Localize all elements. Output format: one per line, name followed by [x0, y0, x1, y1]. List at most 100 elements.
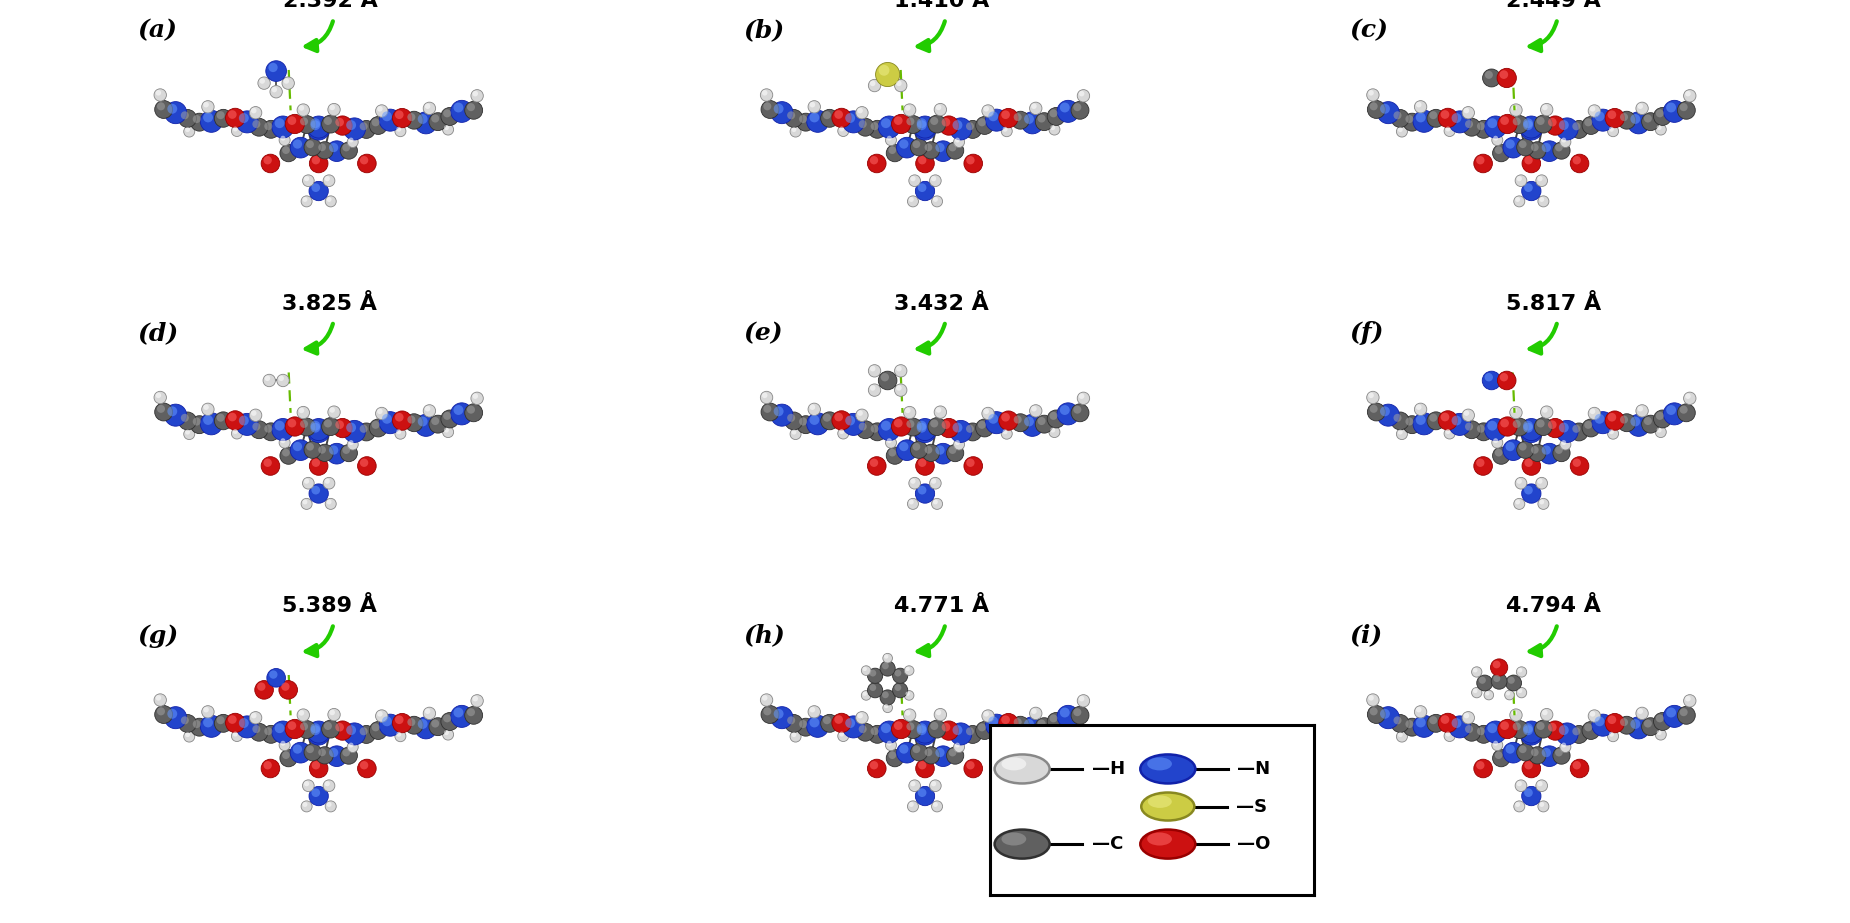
Circle shape	[1051, 427, 1054, 433]
Circle shape	[975, 116, 993, 135]
Circle shape	[279, 438, 290, 449]
Circle shape	[333, 418, 352, 438]
Circle shape	[1462, 106, 1474, 119]
Circle shape	[346, 120, 355, 130]
Circle shape	[303, 802, 307, 807]
Circle shape	[1685, 90, 1691, 96]
Circle shape	[840, 732, 844, 737]
Circle shape	[303, 780, 315, 792]
Circle shape	[348, 137, 359, 148]
Circle shape	[918, 156, 927, 164]
Circle shape	[910, 138, 927, 156]
Circle shape	[1541, 406, 1552, 418]
Circle shape	[982, 710, 993, 722]
Text: 1.410 Å: 1.410 Å	[894, 0, 990, 11]
Circle shape	[215, 714, 233, 732]
Circle shape	[905, 115, 921, 134]
Circle shape	[1528, 142, 1547, 159]
Circle shape	[1545, 116, 1565, 135]
Text: (b): (b)	[744, 18, 784, 42]
Circle shape	[202, 101, 215, 113]
Circle shape	[1517, 138, 1534, 156]
Circle shape	[1515, 802, 1521, 807]
Circle shape	[1556, 118, 1578, 140]
Circle shape	[897, 440, 918, 461]
Circle shape	[1510, 721, 1528, 738]
Circle shape	[1536, 174, 1547, 186]
Circle shape	[870, 459, 879, 467]
Circle shape	[1445, 126, 1456, 137]
Circle shape	[1071, 102, 1090, 119]
Circle shape	[1500, 116, 1510, 125]
Circle shape	[250, 118, 268, 137]
Circle shape	[307, 721, 329, 743]
Circle shape	[879, 418, 901, 440]
Circle shape	[1495, 449, 1502, 457]
Circle shape	[1493, 447, 1510, 464]
Text: —H: —H	[1092, 760, 1125, 778]
Circle shape	[1406, 720, 1413, 728]
Circle shape	[272, 116, 294, 138]
Circle shape	[157, 405, 165, 413]
Circle shape	[762, 90, 768, 96]
Circle shape	[1678, 102, 1695, 119]
Circle shape	[1517, 781, 1523, 786]
Circle shape	[392, 411, 413, 430]
Circle shape	[292, 442, 302, 451]
Circle shape	[309, 457, 327, 475]
Circle shape	[1003, 429, 1008, 434]
Circle shape	[884, 704, 888, 708]
Circle shape	[1587, 710, 1600, 722]
Circle shape	[1430, 111, 1437, 119]
Circle shape	[327, 709, 340, 721]
Circle shape	[936, 104, 942, 110]
Circle shape	[1521, 721, 1543, 743]
Circle shape	[307, 421, 329, 442]
Circle shape	[1474, 154, 1493, 173]
Circle shape	[1519, 443, 1526, 450]
Circle shape	[303, 478, 309, 484]
Circle shape	[1056, 705, 1079, 727]
Circle shape	[303, 744, 322, 761]
Circle shape	[886, 145, 903, 162]
Circle shape	[986, 714, 1008, 737]
Circle shape	[964, 457, 982, 475]
Circle shape	[760, 391, 773, 403]
Circle shape	[914, 118, 936, 140]
Circle shape	[442, 426, 453, 438]
Circle shape	[821, 714, 838, 732]
Circle shape	[857, 108, 862, 114]
Circle shape	[342, 446, 350, 454]
Circle shape	[1402, 718, 1421, 737]
Circle shape	[879, 116, 901, 138]
Circle shape	[1493, 749, 1510, 767]
Circle shape	[1537, 419, 1545, 427]
Circle shape	[1521, 118, 1543, 140]
Circle shape	[1426, 412, 1445, 430]
Circle shape	[857, 724, 875, 741]
Circle shape	[1367, 391, 1378, 403]
Circle shape	[1560, 439, 1571, 450]
Circle shape	[311, 421, 320, 431]
Circle shape	[472, 90, 477, 96]
Circle shape	[1656, 426, 1667, 438]
Circle shape	[453, 102, 462, 113]
Circle shape	[1449, 414, 1471, 436]
Circle shape	[964, 423, 982, 441]
Circle shape	[870, 366, 875, 371]
Circle shape	[1684, 695, 1696, 707]
Circle shape	[1487, 724, 1497, 733]
Circle shape	[192, 417, 202, 426]
Circle shape	[857, 713, 862, 718]
Circle shape	[760, 694, 773, 706]
Circle shape	[290, 138, 311, 158]
Circle shape	[263, 423, 279, 441]
Circle shape	[918, 761, 927, 770]
Circle shape	[1556, 446, 1563, 454]
Circle shape	[318, 749, 326, 756]
Circle shape	[862, 665, 871, 676]
Circle shape	[1051, 126, 1054, 130]
Text: (d): (d)	[137, 321, 178, 345]
Circle shape	[905, 691, 910, 696]
Circle shape	[311, 184, 320, 192]
